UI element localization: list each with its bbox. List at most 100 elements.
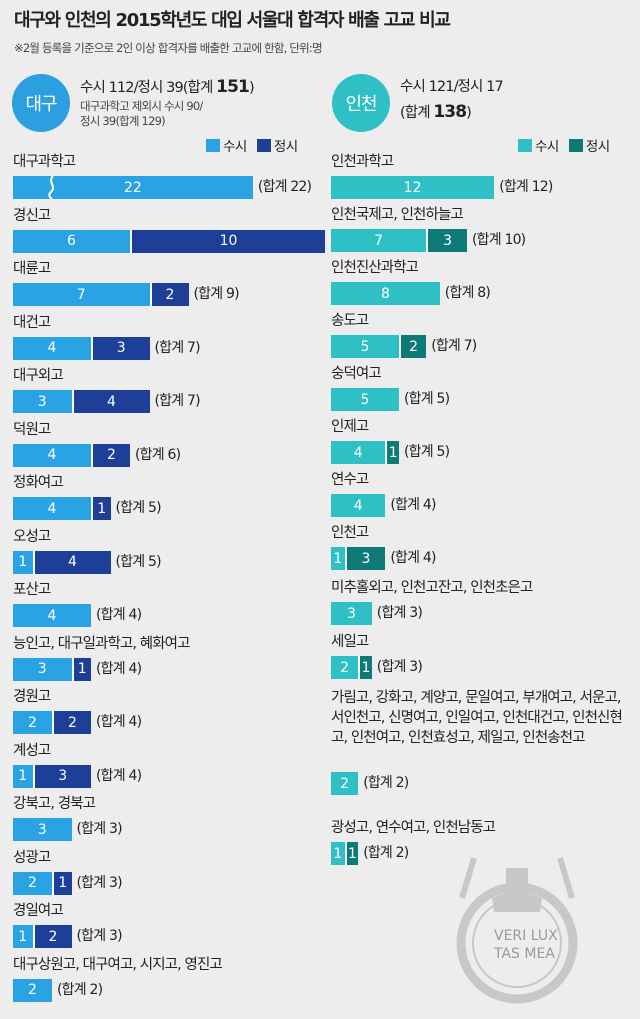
incheon-bar-value: 4 <box>353 497 363 514</box>
daegu-bar-susi: 6 <box>13 229 130 253</box>
incheon-bar-value: 8 <box>380 285 390 302</box>
incheon-bar-susi: 4 <box>331 494 386 517</box>
seal-text-line1: VERI LUX <box>494 928 558 944</box>
daegu-total-label: (합계 5) <box>115 553 162 570</box>
daegu-bar-value: 1 <box>97 500 107 517</box>
daegu-bar-value: 2 <box>48 928 58 945</box>
incheon-school-label: 숭덕여고 <box>331 366 382 382</box>
daegu-bar-value: 4 <box>47 340 57 356</box>
daegu-total-label: (합계 22) <box>257 179 312 195</box>
incheon-bar-value: 2 <box>409 338 419 355</box>
wave-break-icon <box>48 176 54 199</box>
incheon-bar-value: 1 <box>333 550 343 567</box>
daegu-bar-value: 4 <box>107 393 116 410</box>
daegu-bar-jeongsi: 2 <box>91 443 130 467</box>
daegu-school-label: 대구상원고, 대구여고, 시지고, 영진고 <box>13 956 223 973</box>
incheon-total-label: (합계 8) <box>444 285 491 301</box>
daegu-bar-susi: 3 <box>13 390 72 413</box>
daegu-legend: 수시 정시 <box>206 135 298 155</box>
daegu-bar-susi: 2 <box>13 711 52 734</box>
incheon-total-label: (합계 4) <box>390 497 436 513</box>
daegu-bar-value: 4 <box>68 554 77 570</box>
incheon-bar-value: 2 <box>340 659 350 676</box>
incheon-bar-value: 3 <box>443 232 453 249</box>
incheon-school-label: 인천국제고, 인천하늘고 <box>331 207 464 223</box>
daegu-bar-jeongsi: 1 <box>71 657 91 681</box>
incheon-bar-susi: 5 <box>331 388 399 411</box>
daegu-bar-jeongsi: 2 <box>149 283 189 306</box>
incheon-total-label: (합계 4) <box>390 550 436 566</box>
daegu-bar-susi: 4 <box>13 336 91 360</box>
incheon-total-label: (합계 3) <box>376 659 423 675</box>
daegu-bar-value: 3 <box>37 393 47 410</box>
daegu-school-label: 계성고 <box>13 742 51 759</box>
daegu-summary-total: 151 <box>216 77 250 97</box>
incheon-total-label: (합계 5) <box>404 444 450 460</box>
daegu-school-label: 대구과학고 <box>13 154 76 170</box>
daegu-school-label: 경원고 <box>13 689 51 705</box>
daegu-bar-susi: 1 <box>13 764 33 788</box>
daegu-school-label: 오성고 <box>13 528 51 545</box>
incheon-bar-susi: 3 <box>331 602 372 625</box>
incheon-bar-value: 3 <box>361 550 371 567</box>
daegu-bar-value: 3 <box>37 661 47 677</box>
daegu-school-label: 대구외고 <box>13 368 64 384</box>
incheon-bar-susi: 7 <box>331 229 427 252</box>
daegu-bar-value: 2 <box>28 714 37 731</box>
daegu-badge: 대구 <box>12 74 70 132</box>
daegu-bar-value: 1 <box>77 661 87 677</box>
daegu-subnote: 대구과학고 제외시 수시 90/정시 39(합계 129) <box>80 99 203 129</box>
incheon-bar-value: 1 <box>333 845 343 862</box>
incheon-school-label: 인제고 <box>331 419 369 435</box>
incheon-school-label: 인천진산과학고 <box>331 260 419 276</box>
incheon-summary-line2: (합계 138) <box>400 103 472 122</box>
incheon-school-label: 미추홀외고, 인천고잔고, 인천초은고 <box>331 580 533 596</box>
incheon-summary-prefix: (합계 <box>400 105 434 121</box>
incheon-bar-jeongsi: 3 <box>344 547 386 570</box>
daegu-bar-value: 3 <box>58 768 68 784</box>
daegu-bar-value: 7 <box>76 286 86 303</box>
daegu-bar-susi: 7 <box>13 283 150 306</box>
daegu-total-label: (합계 3) <box>76 821 123 837</box>
daegu-school-label: 정화여고 <box>13 475 64 491</box>
daegu-bar-value: 2 <box>28 982 37 998</box>
incheon-total-label: (합계 12) <box>499 179 553 195</box>
seal-text-line2: TAS MEA <box>493 946 555 962</box>
daegu-total-label: (합계 3) <box>76 874 123 891</box>
incheon-total-label: (합계 10) <box>472 232 526 248</box>
daegu-school-label: 대륜고 <box>13 261 51 277</box>
legend-swatch-jeongsi <box>568 138 583 152</box>
incheon-total-label: (합계 2) <box>363 845 409 861</box>
incheon-bar-jeongsi: 3 <box>426 229 467 252</box>
incheon-school-label: 인천고 <box>331 525 369 541</box>
incheon-school-label: 인천과학고 <box>331 154 394 170</box>
incheon-bar-susi: 2 <box>331 656 359 679</box>
daegu-school-label: 경일여고 <box>13 903 64 919</box>
daegu-bar-value: 2 <box>107 447 116 463</box>
incheon-badge: 인천 <box>332 74 390 132</box>
daegu-total-label: (합계 9) <box>193 286 240 302</box>
legend-label-susi: 수시 <box>223 139 247 155</box>
incheon-bar-jeongsi: 1 <box>358 656 372 679</box>
daegu-bar-susi: 4 <box>13 604 91 627</box>
incheon-bar-value: 5 <box>360 338 370 355</box>
daegu-total-label: (합계 2) <box>57 981 103 998</box>
daegu-total-label: (합계 6) <box>135 446 181 463</box>
daegu-school-label: 성광고 <box>13 849 51 866</box>
daegu-bar-jeongsi: 2 <box>52 711 91 734</box>
daegu-bar-jeongsi: 10 <box>130 229 325 253</box>
daegu-bar-susi: 1 <box>13 550 33 574</box>
daegu-bar-susi: 4 <box>13 497 91 520</box>
incheon-bar-value: 1 <box>388 444 398 461</box>
legend-swatch-jeongsi <box>256 138 271 152</box>
daegu-bar-jeongsi: 4 <box>71 390 150 413</box>
incheon-bar-jeongsi: 1 <box>385 441 399 464</box>
daegu-bar-value: 4 <box>47 447 57 463</box>
daegu-total-label: (합계 4) <box>96 660 142 677</box>
daegu-bar-jeongsi: 3 <box>32 764 91 788</box>
incheon-bar-susi: 1 <box>331 547 345 570</box>
incheon-bar-value: 2 <box>340 775 350 792</box>
daegu-bar-susi: 2 <box>13 871 52 895</box>
daegu-bar-jeongsi: 3 <box>91 336 150 360</box>
daegu-total-label: (합계 4) <box>96 607 142 623</box>
